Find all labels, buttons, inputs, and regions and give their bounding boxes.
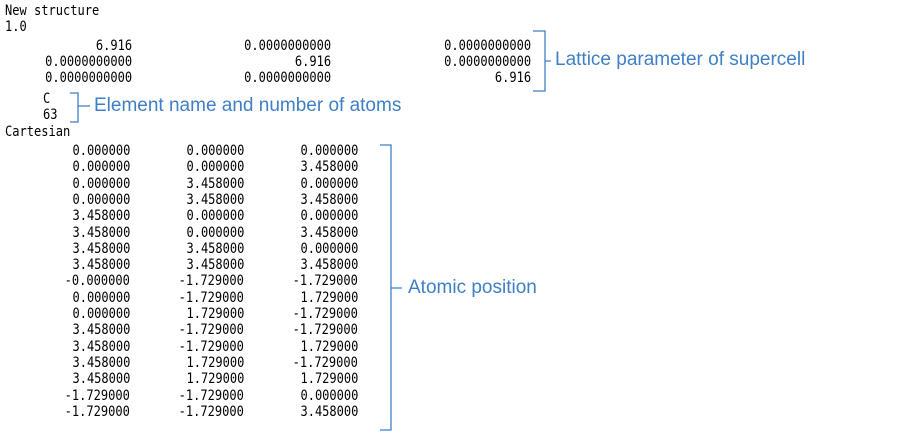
atomic-coordinate: 0.000000 — [300, 143, 358, 159]
element-name: C — [43, 91, 51, 107]
lattice-annotation-label: Lattice parameter of supercell — [555, 49, 806, 70]
atomic-coordinate: 3.458000 — [72, 240, 130, 257]
lattice-value: 6.916 — [294, 54, 331, 70]
atomic-coordinate: -1.729000 — [178, 273, 244, 290]
atomic-coordinate: 1.729000 — [186, 354, 244, 371]
atomic-coordinate: 0.000000 — [186, 143, 244, 159]
atomic-coordinate: 0.000000 — [186, 224, 244, 241]
lattice-value: 0.0000000000 — [45, 54, 132, 70]
atomic-coordinate: -1.729000 — [292, 354, 358, 371]
atomic-coordinate: -1.729000 — [64, 387, 130, 404]
atomic-coordinate: 0.000000 — [186, 159, 244, 176]
poscar-scale-line: 1.0 — [5, 19, 27, 35]
atomic-coordinate: -1.729000 — [178, 387, 244, 404]
atomic-coordinate: 3.458000 — [186, 175, 244, 192]
lattice-bracket — [533, 30, 551, 92]
atomic-coordinate: 1.729000 — [300, 371, 358, 388]
atomic-coordinate: 0.000000 — [300, 240, 358, 257]
coordinate-mode: Cartesian — [5, 124, 71, 140]
atomic-coordinate: -1.729000 — [292, 306, 358, 322]
atomic-coordinate: 3.458000 — [300, 224, 358, 241]
atomic-coordinate: 1.729000 — [186, 306, 244, 322]
atomic-coordinate: 0.000000 — [300, 387, 358, 404]
atomic-coordinate: 0.000000 — [300, 175, 358, 192]
element-bracket — [70, 92, 90, 123]
lattice-value: 0.0000000000 — [45, 70, 132, 86]
atomic-coordinate: -1.729000 — [292, 322, 358, 339]
atomic-coordinate: 3.458000 — [72, 371, 130, 388]
atomic-coordinate: 3.458000 — [186, 191, 244, 208]
atomic-coordinate: 3.458000 — [72, 257, 130, 274]
atomic-coordinate: 3.458000 — [186, 257, 244, 274]
atomic-coordinate: 3.458000 — [72, 224, 130, 241]
lattice-value: 0.0000000000 — [444, 54, 531, 70]
lattice-value: 6.916 — [95, 38, 132, 54]
lattice-value: 0.0000000000 — [244, 70, 331, 86]
atom-count: 63 — [43, 107, 58, 123]
atomic-coordinate: 0.000000 — [72, 143, 130, 159]
atomic-coordinate: 0.000000 — [300, 208, 358, 225]
atomic-coordinate: 1.729000 — [300, 289, 358, 306]
atomic-coordinate: 3.458000 — [72, 354, 130, 371]
atomic-coordinate: -1.729000 — [178, 403, 244, 420]
atomic-coordinate: 3.458000 — [72, 322, 130, 339]
atomic-coordinate: 3.458000 — [72, 208, 130, 225]
atomic-coordinate: 0.000000 — [72, 191, 130, 208]
atomic-coordinate: -1.729000 — [178, 289, 244, 306]
poscar-comment-line: New structure — [5, 3, 100, 19]
atomic-coordinate: -1.729000 — [64, 403, 130, 420]
atomic-coordinate: 3.458000 — [72, 338, 130, 355]
atomic-coordinate: 0.000000 — [186, 208, 244, 225]
atomic-coordinate: 1.729000 — [300, 338, 358, 355]
atomic-coordinate: 1.729000 — [186, 371, 244, 388]
atomic-coordinate: 3.458000 — [186, 240, 244, 257]
atomic-coordinate: 0.000000 — [72, 175, 130, 192]
atomic-coordinate: 0.000000 — [72, 159, 130, 176]
atomic-coordinate: -1.729000 — [178, 322, 244, 339]
element-annotation-label: Element name and number of atoms — [94, 95, 402, 116]
atomic-coordinate: 0.000000 — [72, 289, 130, 306]
atomic-coordinate: -1.729000 — [292, 273, 358, 290]
positions-annotation-label: Atomic position — [408, 277, 537, 298]
atomic-coordinate: 3.458000 — [300, 159, 358, 176]
atomic-coordinate: 3.458000 — [300, 191, 358, 208]
poscar-file-view: New structure 1.0 6.916 0.0000000000 0.000… — [5, 3, 531, 420]
atomic-coordinate: 3.458000 — [300, 403, 358, 420]
lattice-value: 0.0000000000 — [444, 38, 531, 54]
atomic-coordinate: 0.000000 — [72, 306, 130, 322]
lattice-value: 6.916 — [494, 70, 531, 86]
atomic-coordinate: -0.000000 — [64, 273, 130, 290]
lattice-value: 0.0000000000 — [244, 38, 331, 54]
atomic-coordinate: 3.458000 — [300, 257, 358, 274]
atomic-coordinate: -1.729000 — [178, 338, 244, 355]
positions-bracket — [380, 144, 402, 431]
